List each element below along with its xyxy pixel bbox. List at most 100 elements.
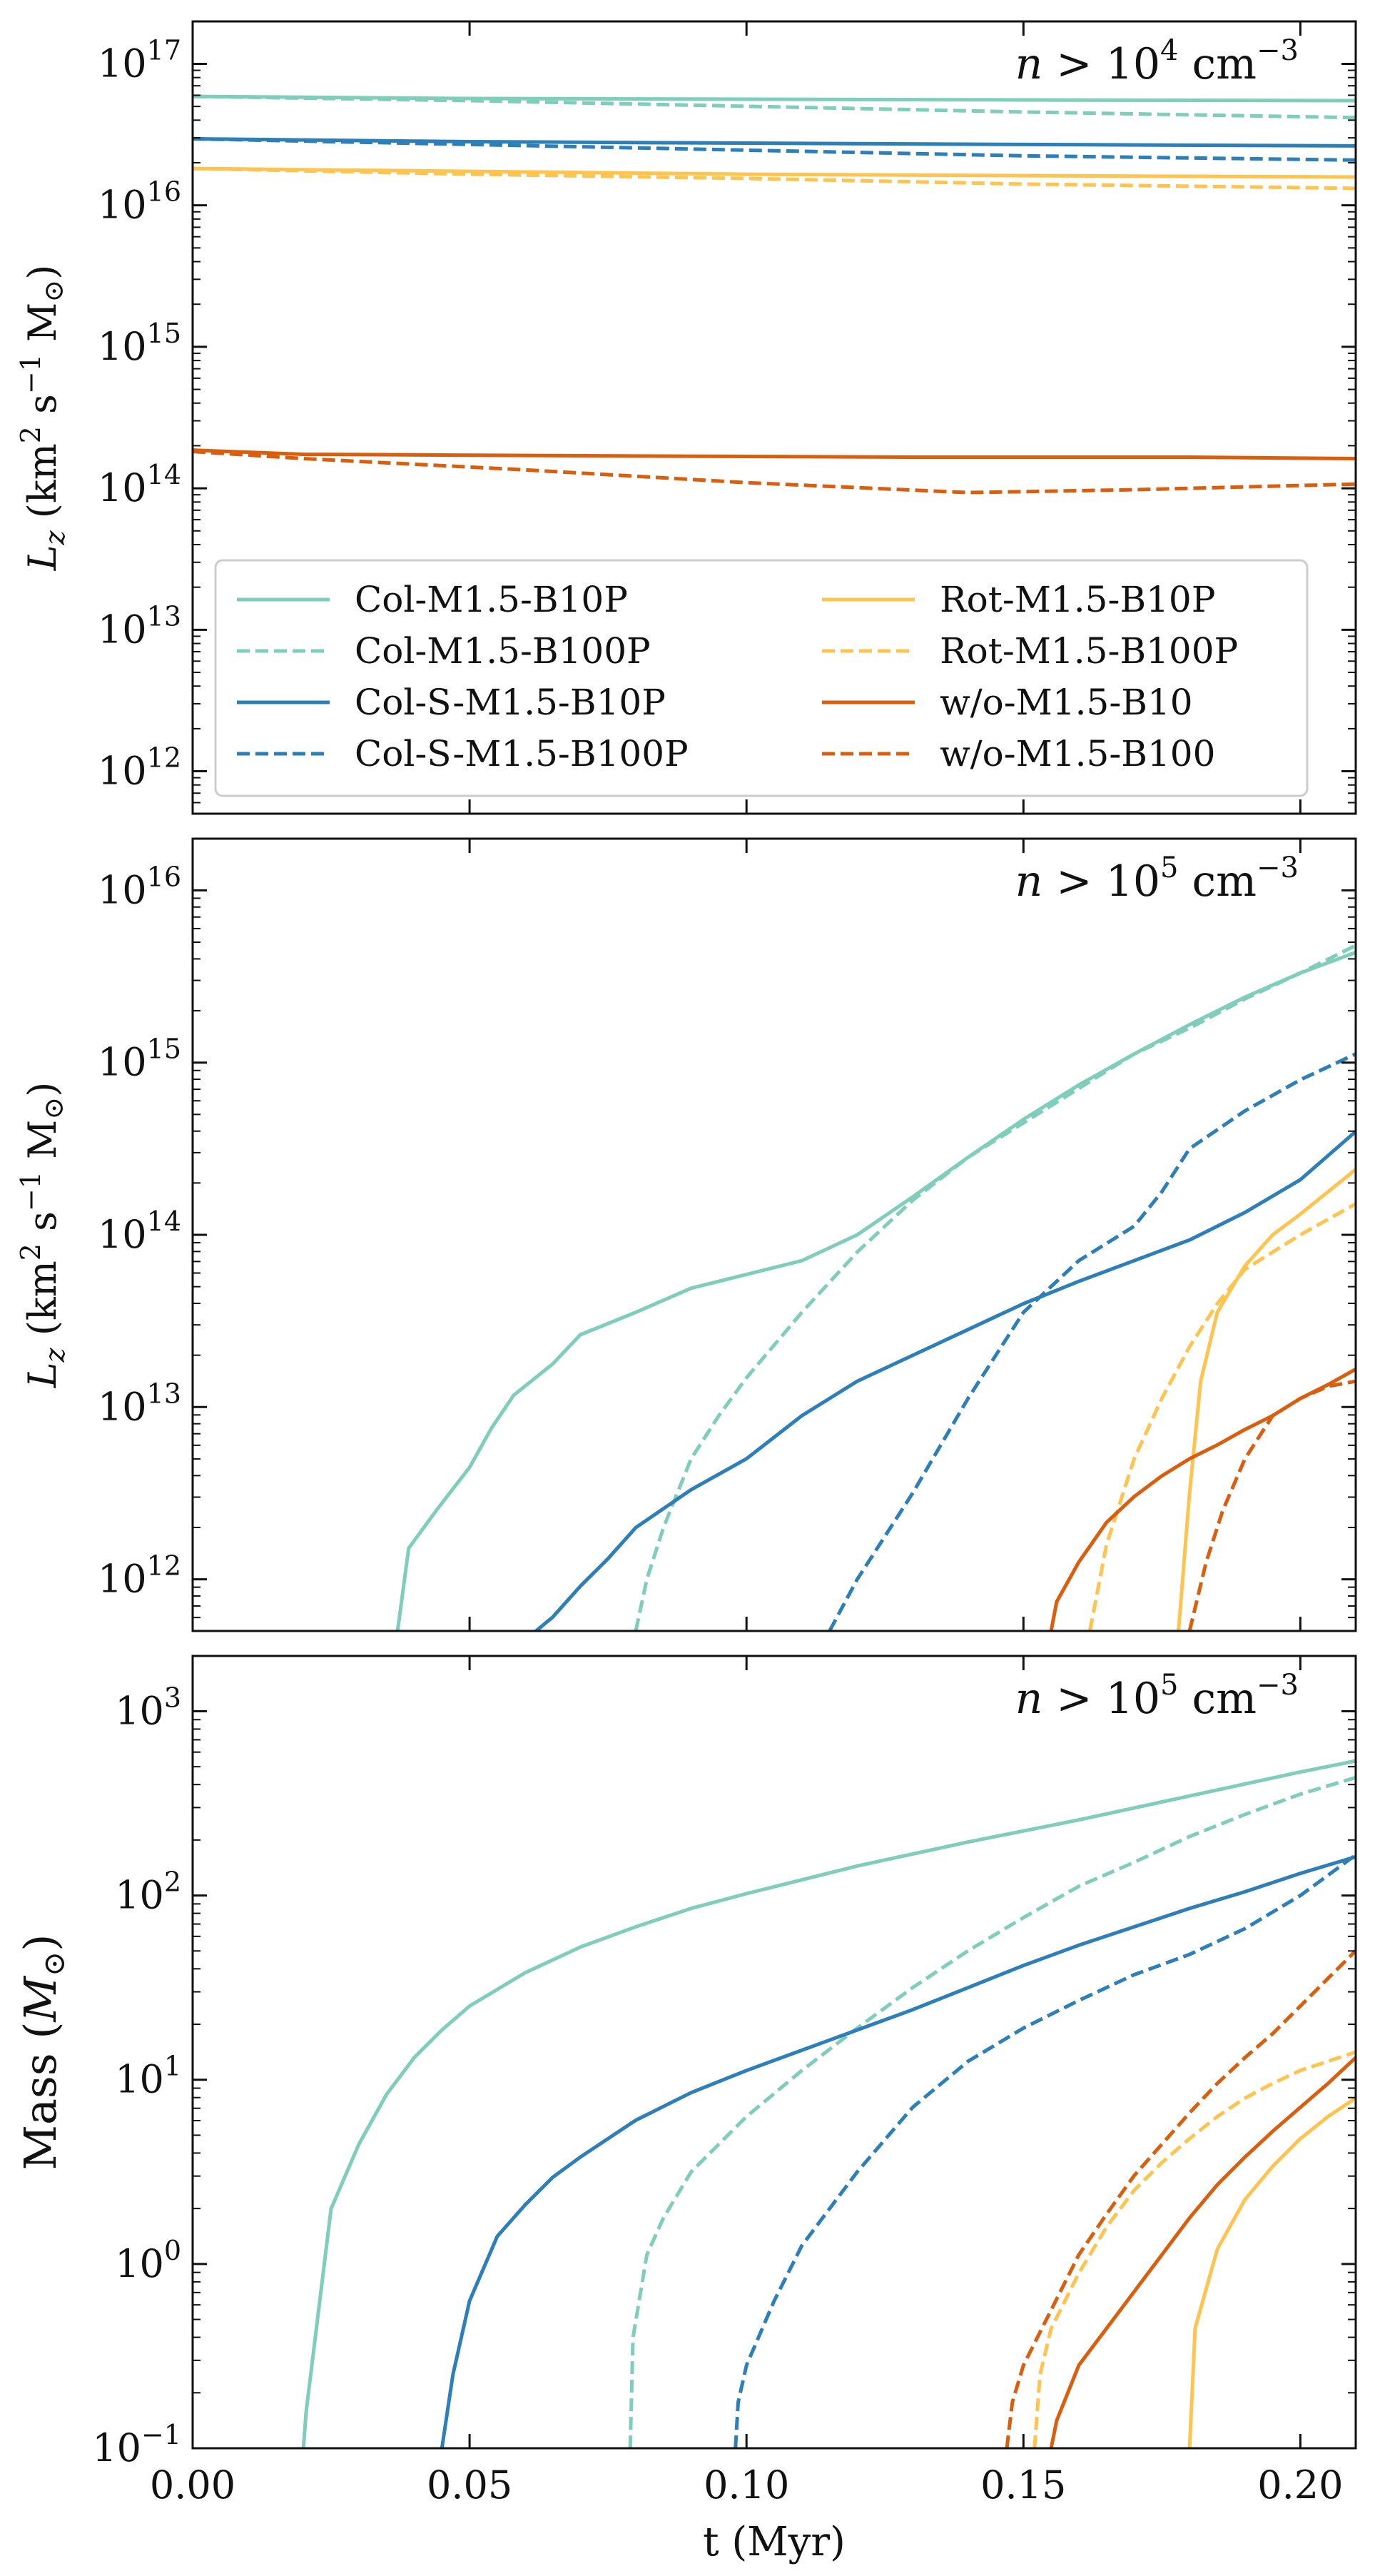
y-tick-label: 1016 (98, 176, 181, 228)
annot-gt: > (1042, 1674, 1105, 1724)
tick-base: 10 (115, 2057, 164, 2102)
series-line (193, 166, 1356, 179)
annot-exp: 5 (1160, 852, 1178, 884)
tick-base: 10 (115, 1873, 164, 1918)
series-group (193, 94, 1356, 495)
tick-exponent: 0 (164, 2235, 181, 2266)
y-tick-label: 1014 (98, 459, 181, 510)
annot-base: 10 (1106, 39, 1160, 89)
tick-exponent: 16 (147, 861, 181, 892)
y-tick-label: 1016 (98, 861, 181, 912)
legend-label: Col-M1.5-B100P (355, 630, 651, 672)
series-line (1049, 2056, 1356, 2448)
ylabel-sym: M (14, 1975, 66, 2022)
y-axis-label: Lz (km2 s−1 M⊙) (15, 1082, 71, 1389)
ylabel-unit-b: s (20, 394, 65, 426)
y-tick-label: 103 (115, 1682, 181, 1733)
legend-label: Col-M1.5-B10P (355, 579, 628, 620)
annot-unit-exp: −3 (1257, 1669, 1299, 1702)
annot-n: n (1015, 1674, 1043, 1724)
ylabel-unit-b-exp: −1 (15, 354, 46, 394)
series-line (1187, 2096, 1356, 2448)
series-group (301, 1759, 1356, 2448)
y-tick-label: 1012 (98, 1550, 181, 1602)
series-line (395, 950, 1356, 1631)
tick-base: 10 (98, 41, 147, 86)
y-tick-label: 1015 (98, 1034, 181, 1085)
axes-frame (191, 20, 1357, 815)
ylabel-unit-c-sub: ⊙ (38, 280, 69, 303)
series-line (193, 94, 1356, 103)
tick-base: 10 (98, 1557, 147, 1602)
annot-unit: cm (1178, 857, 1257, 906)
tick-base: 10 (115, 2241, 164, 2286)
annot-n: n (1015, 857, 1043, 906)
legend-label: Rot-M1.5-B10P (940, 579, 1215, 620)
tick-exponent: 15 (147, 1034, 181, 1065)
tick-exponent: 17 (147, 34, 181, 66)
tick-exponent: 3 (164, 1682, 181, 1713)
ylabel-unit-c: M (20, 303, 65, 354)
series-line (734, 1853, 1356, 2448)
annot-unit-exp: −3 (1257, 34, 1299, 67)
density-annotation: n > 104 cm−3 (1015, 34, 1299, 89)
legend-label: Col-S-M1.5-B100P (355, 733, 689, 774)
axes-frame (191, 1655, 1357, 2450)
series-line (193, 137, 1356, 148)
series-line (1187, 1379, 1356, 1631)
legend-label: w/o-M1.5-B10 (940, 682, 1193, 723)
annot-base: 10 (1106, 857, 1160, 906)
tick-base: 10 (98, 1040, 147, 1085)
ylabel-unit-a: (km (20, 443, 65, 530)
tick-base: 10 (98, 1212, 147, 1257)
tick-exponent: 15 (147, 318, 181, 349)
ylabel-sub: ⊙ (36, 1951, 71, 1976)
series-line (1087, 1202, 1356, 1631)
tick-exponent: 2 (164, 1867, 181, 1898)
tick-base: 10 (98, 867, 147, 912)
y-tick-label: 1014 (98, 1206, 181, 1257)
ylabel-sub: z (39, 1347, 71, 1363)
ylabel-sym: L (20, 1362, 65, 1388)
series-line (628, 1776, 1356, 2448)
y-tick-label: 1012 (98, 742, 181, 794)
legend-label: Rot-M1.5-B100P (940, 630, 1238, 672)
legend: Col-M1.5-B10P Col-M1.5-B100P Col-S-M1.5-B1… (214, 559, 1309, 797)
tick-exponent: 13 (147, 1378, 181, 1409)
tick-base: 10 (115, 1688, 164, 1733)
ylabel-unit-c: M (20, 1120, 65, 1171)
tick-exponent: 12 (147, 742, 181, 774)
x-tick-label: 0.20 (1257, 2463, 1343, 2507)
series-line (193, 166, 1356, 191)
annot-n: n (1015, 39, 1043, 89)
annot-gt: > (1042, 39, 1105, 89)
tick-exponent: 13 (147, 600, 181, 632)
ylabel-sub: z (39, 530, 71, 545)
tick-base: 10 (98, 465, 147, 510)
tick-exponent: 1 (164, 2051, 181, 2082)
series-group (395, 944, 1356, 1631)
y-tick-label: 10−1 (92, 2419, 181, 2470)
ylabel-text: Mass ( (14, 2021, 66, 2170)
legend-label: w/o-M1.5-B100 (940, 733, 1215, 774)
y-tick-label: 1017 (98, 34, 181, 86)
tick-base: 10 (98, 1384, 147, 1429)
legend-label: Col-S-M1.5-B10P (355, 682, 666, 723)
ylabel-unit-end: ) (20, 265, 65, 280)
y-tick-label: 100 (115, 2235, 181, 2286)
ylabel-unit-c-sub: ⊙ (38, 1097, 69, 1120)
x-tick-label: 0.05 (427, 2463, 512, 2507)
tick-exponent: 16 (147, 176, 181, 208)
series-line (301, 1759, 1356, 2448)
tick-exponent: 14 (147, 459, 181, 490)
y-axis-label: Lz (km2 s−1 M⊙) (15, 265, 71, 572)
series-line (440, 1855, 1356, 2448)
tick-exponent: 12 (147, 1550, 181, 1582)
y-tick-label: 101 (115, 2051, 181, 2102)
y-tick-label: 1015 (98, 318, 181, 369)
tick-exponent: −1 (141, 2419, 181, 2450)
